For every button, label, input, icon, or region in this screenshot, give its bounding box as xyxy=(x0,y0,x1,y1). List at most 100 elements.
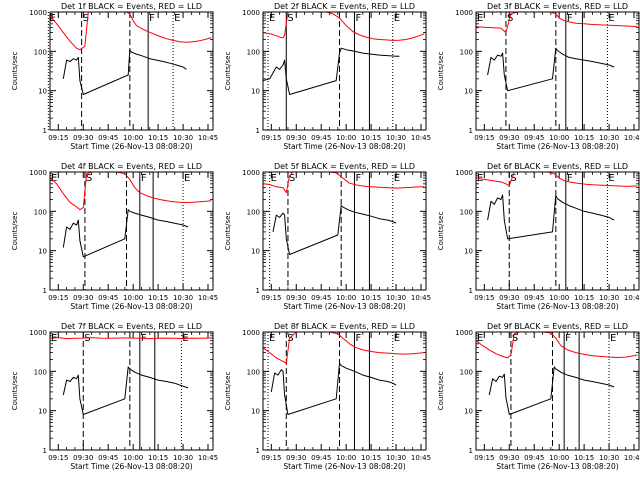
y-axis-label: Counts/sec xyxy=(437,212,445,251)
event-label: E xyxy=(51,173,57,184)
event-label: S xyxy=(287,13,293,24)
y-tick-label: 1000 xyxy=(242,9,260,17)
y-tick-label: 10 xyxy=(251,248,260,256)
y-tick-label: 10 xyxy=(38,408,47,416)
x-tick-label: 10:45 xyxy=(411,294,431,302)
x-tick-label: 10:30 xyxy=(173,294,193,302)
x-tick-label: 09:45 xyxy=(311,134,331,142)
x-tick-label: 10:15 xyxy=(361,454,381,462)
plot-frame xyxy=(49,331,214,451)
lld-rate-line xyxy=(476,332,638,359)
x-tick-label: 10:15 xyxy=(574,134,594,142)
x-tick-label: 10:00 xyxy=(336,454,356,462)
y-axis-label: Counts/sec xyxy=(224,212,232,251)
x-tick-label: 09:45 xyxy=(311,294,331,302)
y-tick-label: 10 xyxy=(464,408,473,416)
event-label: F xyxy=(565,333,571,344)
event-label: S xyxy=(84,333,90,344)
chart-panel: Det 6f BLACK = Events, RED = LLD Counts/s… xyxy=(437,162,640,311)
y-tick-label: 100 xyxy=(460,368,473,376)
x-tick-label: 10:45 xyxy=(198,134,218,142)
y-tick-label: 1000 xyxy=(455,9,473,17)
event-label: F xyxy=(567,13,573,24)
x-axis-label: Start Time (26-Nov-13 08:08:20) xyxy=(70,302,192,311)
series-group xyxy=(263,172,425,255)
x-tick-label: 10:15 xyxy=(148,134,168,142)
x-tick-label: 10:00 xyxy=(336,294,356,302)
chart-panel: Det 4f BLACK = Events, RED = LLD Counts/s… xyxy=(11,162,218,311)
event-label: E xyxy=(608,173,614,184)
chart-title: Det 8f BLACK = Events, RED = LLD xyxy=(274,322,415,331)
y-tick-label: 1000 xyxy=(455,329,473,337)
event-label: F xyxy=(149,13,155,24)
chart-title: Det 6f BLACK = Events, RED = LLD xyxy=(487,162,628,171)
x-tick-label: 09:45 xyxy=(524,134,544,142)
y-tick-label: 1000 xyxy=(242,169,260,177)
event-label: F xyxy=(355,173,361,184)
y-tick-label: 10 xyxy=(38,248,47,256)
x-tick-label: 10:45 xyxy=(411,134,431,142)
event-label: E xyxy=(184,173,190,184)
series-group xyxy=(263,12,425,95)
x-axis-label: Start Time (26-Nov-13 08:08:20) xyxy=(283,142,405,151)
y-tick-label: 1 xyxy=(469,447,473,455)
series-group xyxy=(263,332,425,415)
plot-frame xyxy=(49,11,214,131)
plot-frame xyxy=(475,11,640,131)
y-axis-label: Counts/sec xyxy=(224,372,232,411)
x-axis-label: Start Time (26-Nov-13 08:08:20) xyxy=(496,302,618,311)
event-label: E xyxy=(477,13,483,24)
x-tick-label: 09:45 xyxy=(311,454,331,462)
event-label: S xyxy=(86,173,92,184)
x-tick-label: 10:30 xyxy=(599,294,619,302)
y-tick-label: 100 xyxy=(34,368,47,376)
x-axis-label: Start Time (26-Nov-13 08:08:20) xyxy=(496,462,618,471)
series-group xyxy=(50,172,212,258)
x-tick-label: 09:15 xyxy=(261,294,281,302)
y-tick-label: 1 xyxy=(469,287,473,295)
chart-title: Det 9f BLACK = Events, RED = LLD xyxy=(487,322,628,331)
chart-panel: Det 3f BLACK = Events, RED = LLD Counts/s… xyxy=(437,2,640,151)
y-tick-label: 1000 xyxy=(29,329,47,337)
event-label: E xyxy=(269,13,275,24)
x-tick-label: 10:45 xyxy=(624,134,640,142)
y-tick-label: 1 xyxy=(43,287,47,295)
event-rate-line xyxy=(263,47,400,95)
y-tick-label: 100 xyxy=(34,48,47,56)
y-tick-label: 1 xyxy=(43,447,47,455)
lld-rate-line xyxy=(263,172,425,194)
x-tick-label: 10:00 xyxy=(123,294,143,302)
x-tick-label: 10:00 xyxy=(123,134,143,142)
plot-frame xyxy=(262,331,427,451)
y-axis-label: Counts/sec xyxy=(11,372,19,411)
y-axis-label: Counts/sec xyxy=(437,52,445,91)
chart-title: Det 3f BLACK = Events, RED = LLD xyxy=(487,2,628,11)
chart-title: Det 5f BLACK = Events, RED = LLD xyxy=(274,162,415,171)
y-axis-label: Counts/sec xyxy=(224,52,232,91)
event-rate-line xyxy=(487,194,615,240)
x-tick-label: 09:45 xyxy=(524,454,544,462)
x-tick-label: 10:45 xyxy=(198,454,218,462)
y-tick-label: 1 xyxy=(256,127,260,135)
x-tick-label: 09:45 xyxy=(98,294,118,302)
chart-title: Det 1f BLACK = Events, RED = LLD xyxy=(61,2,202,11)
y-tick-label: 10 xyxy=(251,408,260,416)
lld-rate-line xyxy=(50,172,212,211)
y-tick-label: 10 xyxy=(464,88,473,96)
x-axis-label: Start Time (26-Nov-13 08:08:20) xyxy=(496,142,618,151)
chart-panel: Det 8f BLACK = Events, RED = LLD Counts/s… xyxy=(224,322,431,471)
y-axis-label: Counts/sec xyxy=(11,212,19,251)
y-axis-label: Counts/sec xyxy=(437,372,445,411)
series-group xyxy=(50,12,212,95)
x-tick-label: 10:15 xyxy=(574,454,594,462)
event-label: S xyxy=(289,173,295,184)
chart-panel: Det 5f BLACK = Events, RED = LLD Counts/s… xyxy=(224,162,431,311)
x-tick-label: 09:30 xyxy=(286,454,306,462)
event-rate-line xyxy=(487,47,615,92)
x-tick-label: 09:15 xyxy=(48,134,68,142)
event-rate-line xyxy=(62,209,189,258)
chart-title: Det 2f BLACK = Events, RED = LLD xyxy=(274,2,415,11)
y-tick-label: 10 xyxy=(38,88,47,96)
